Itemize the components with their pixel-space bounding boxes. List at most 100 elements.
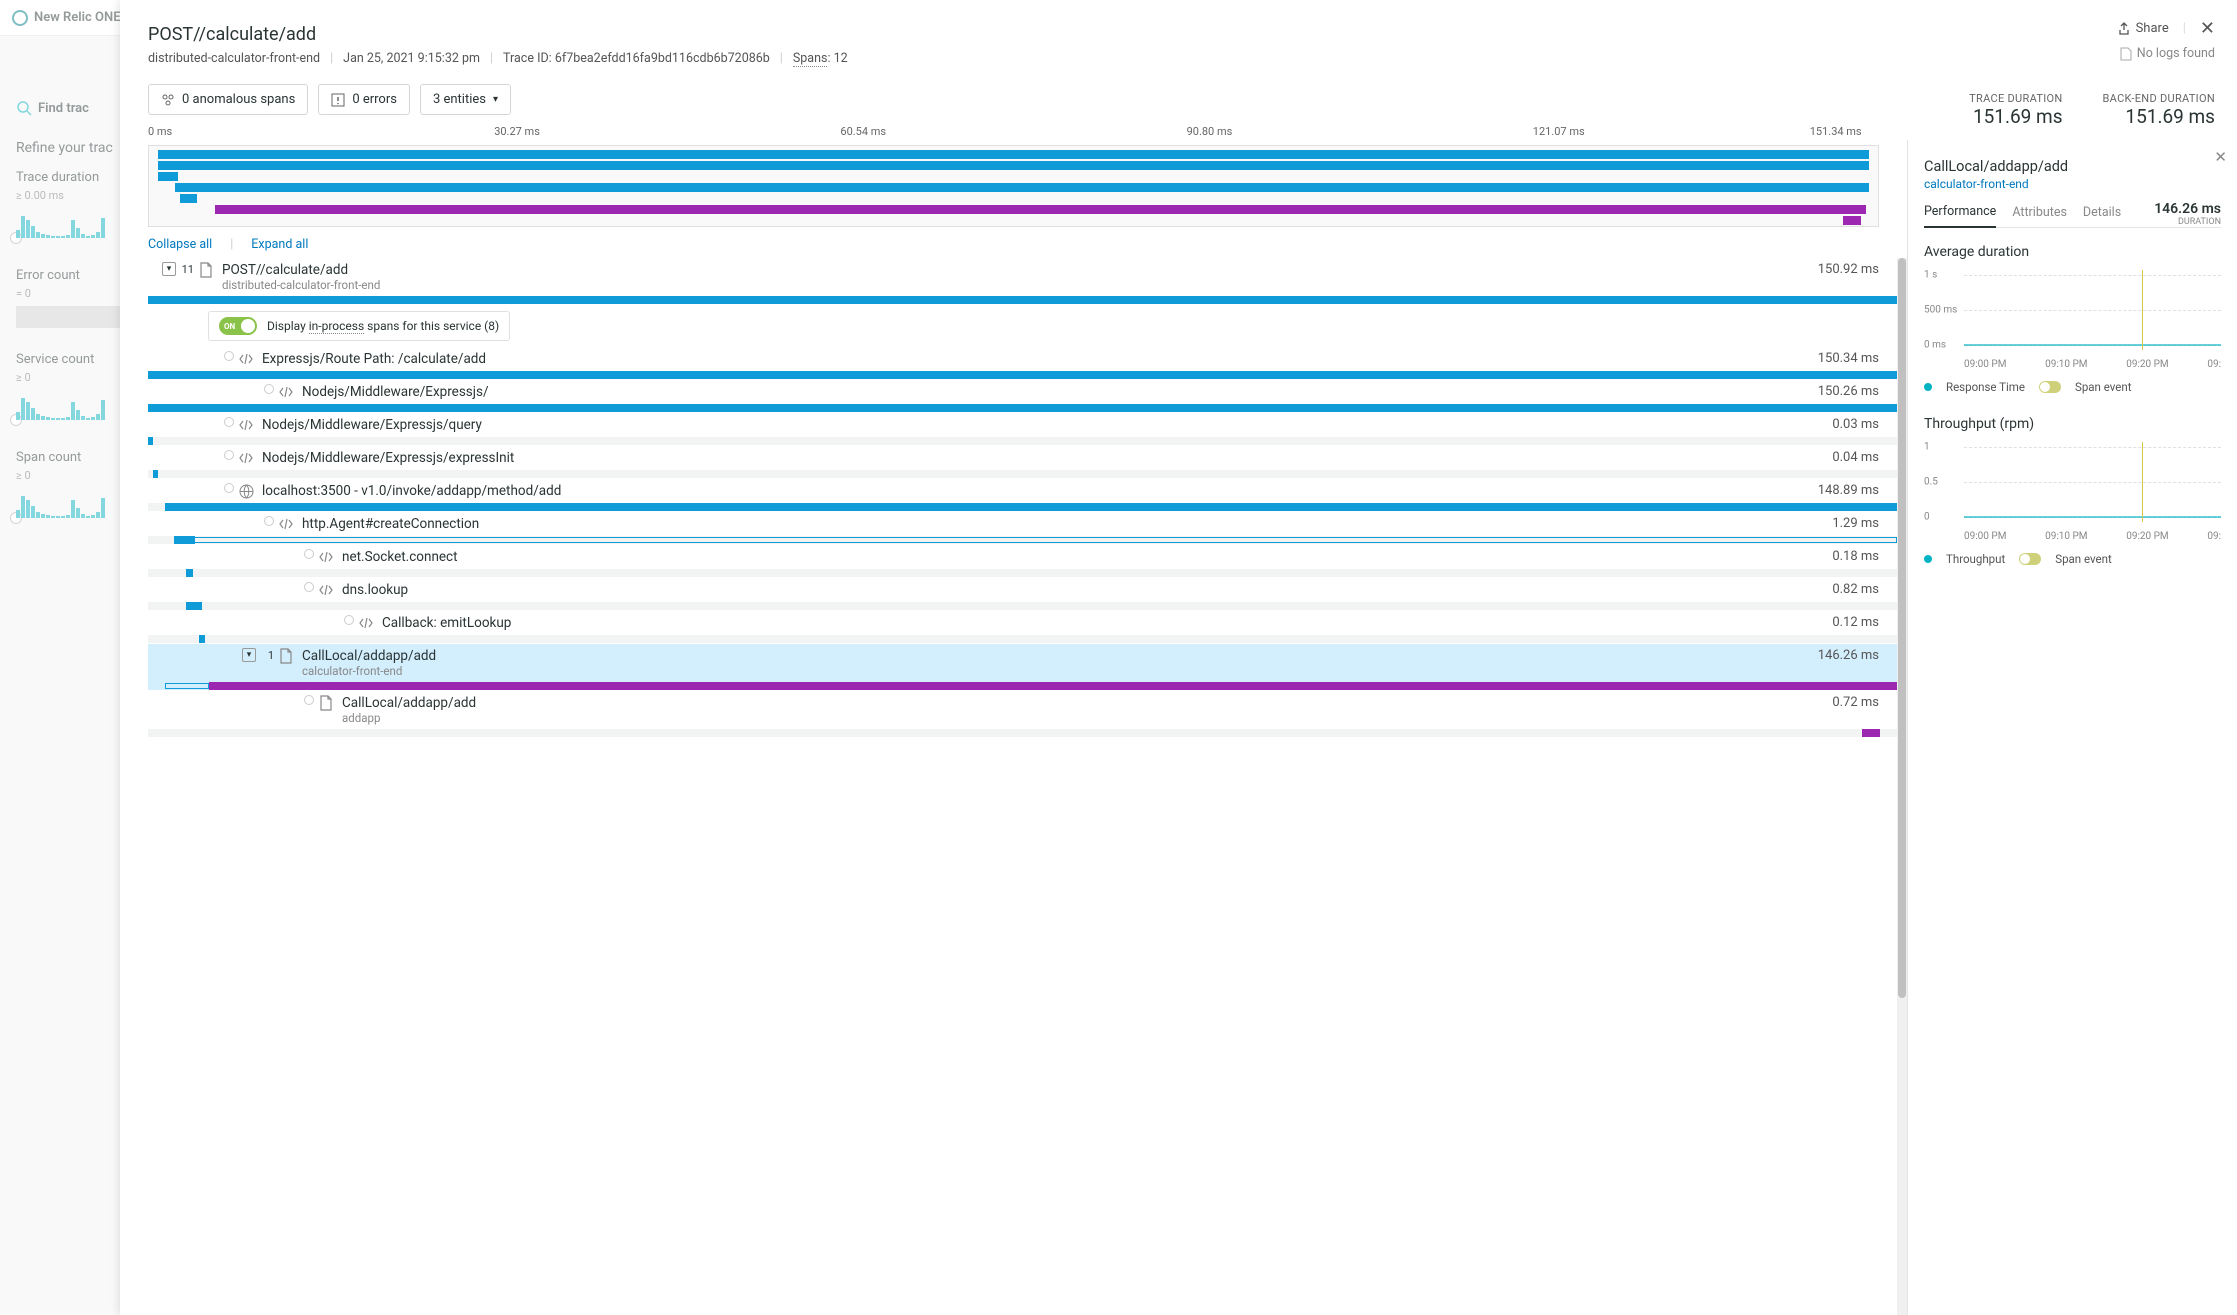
span-event-toggle[interactable]: [2019, 553, 2041, 565]
span-tree[interactable]: ▾11 POST//calculate/add distributed-calc…: [148, 258, 1897, 1315]
chevron-down-icon: ▾: [493, 94, 498, 105]
tab-attributes[interactable]: Attributes: [2012, 205, 2067, 227]
span-duration: 150.34 ms: [1818, 351, 1879, 366]
span-duration: 0.72 ms: [1832, 695, 1879, 710]
span-row[interactable]: CallLocal/addapp/add addapp 0.72 ms: [148, 691, 1897, 729]
anomalous-spans-button[interactable]: 0 anomalous spans: [148, 84, 308, 115]
tab-details[interactable]: Details: [2083, 205, 2121, 227]
child-count: 11: [178, 263, 194, 276]
minimap-bar: [158, 150, 1870, 159]
span-row[interactable]: ▾1 CallLocal/addapp/add calculator-front…: [148, 644, 1897, 682]
code-icon: [318, 549, 334, 565]
span-duration: 150.92 ms: [1818, 262, 1879, 277]
tab-performance[interactable]: Performance: [1924, 204, 1996, 228]
no-logs-notice: No logs found: [2120, 46, 2215, 61]
detail-span-name: CallLocal/addapp/add: [1924, 158, 2221, 175]
duration-summary: TRACE DURATION 151.69 ms BACK-END DURATI…: [1969, 92, 2215, 128]
span-name: Expressjs/Route Path: /calculate/add: [262, 351, 1818, 367]
trace-duration-label: TRACE DURATION: [1969, 92, 2062, 105]
trace-duration-value: 151.69 ms: [1969, 105, 2062, 128]
entities-dropdown[interactable]: 3 entities ▾: [420, 84, 511, 115]
span-name: Nodejs/Middleware/Expressjs/query: [262, 417, 1832, 433]
span-bar-track: [148, 503, 1897, 511]
code-icon: [278, 516, 294, 532]
ruler-tick: 151.34 ms: [1810, 125, 1862, 138]
span-row[interactable]: dns.lookup 0.82 ms: [148, 578, 1897, 602]
span-service: distributed-calculator-front-end: [222, 278, 1818, 292]
doc-icon: [278, 648, 294, 664]
scrollbar-thumb[interactable]: [1898, 258, 1906, 998]
span-name: localhost:3500 - v1.0/invoke/addapp/meth…: [262, 483, 1818, 499]
child-count: 1: [258, 649, 274, 662]
chart-x-axis: 09:00 PM09:10 PM09:20 PM09:: [1964, 359, 2221, 370]
span-bar: [199, 635, 205, 643]
backend-duration-label: BACK-END DURATION: [2103, 92, 2215, 105]
span-bar-track: [148, 371, 1897, 379]
span-node-icon: [264, 384, 274, 394]
trace-main-panel: Share | ✕ No logs found TRACE DURATION 1…: [120, 0, 1907, 1315]
span-row[interactable]: Nodejs/Middleware/Expressjs/query 0.03 m…: [148, 413, 1897, 437]
doc-icon: [198, 262, 214, 278]
span-bar: [186, 569, 193, 577]
span-row[interactable]: Nodejs/Middleware/Expressjs/ 150.26 ms: [148, 380, 1897, 404]
minimap-bar: [158, 161, 1870, 170]
close-detail-button[interactable]: ✕: [2214, 148, 2227, 166]
span-node-icon: [304, 582, 314, 592]
span-node-icon: [224, 483, 234, 493]
spans-label: Spans: [793, 51, 828, 67]
span-row[interactable]: Expressjs/Route Path: /calculate/add 150…: [148, 347, 1897, 371]
span-row[interactable]: http.Agent#createConnection 1.29 ms: [148, 512, 1897, 536]
span-node-icon: [224, 351, 234, 361]
span-row[interactable]: localhost:3500 - v1.0/invoke/addapp/meth…: [148, 479, 1897, 503]
span-row[interactable]: Nodejs/Middleware/Expressjs/expressInit …: [148, 446, 1897, 470]
minimap-bar: [1843, 216, 1860, 225]
errors-button[interactable]: 0 errors: [318, 84, 410, 115]
span-name: Nodejs/Middleware/Expressjs/: [302, 384, 1818, 400]
legend-dot-icon: [1924, 383, 1932, 391]
span-duration: 148.89 ms: [1818, 483, 1879, 498]
chart-marker: [2142, 270, 2143, 350]
span-row[interactable]: Callback: emitLookup 0.12 ms: [148, 611, 1897, 635]
close-modal-button[interactable]: ✕: [2200, 18, 2215, 39]
trace-service: distributed-calculator-front-end: [148, 51, 320, 66]
collapse-all-link[interactable]: Collapse all: [148, 237, 212, 252]
mini-chart[interactable]: 10.50 09:00 PM09:10 PM09:20 PM09:: [1924, 442, 2221, 542]
expand-chevron-icon[interactable]: ▾: [162, 262, 176, 276]
trace-minimap[interactable]: [148, 145, 1879, 227]
span-bar-track: [148, 635, 1897, 643]
code-icon: [278, 384, 294, 400]
chart-block: Throughput (rpm) 10.50 09:00 PM09:10 PM0…: [1924, 416, 2221, 566]
toggle-switch[interactable]: ON: [219, 317, 257, 335]
span-node-icon: [224, 450, 234, 460]
expand-chevron-icon[interactable]: ▾: [242, 648, 256, 662]
doc-icon: [318, 695, 334, 711]
minimap-bar: [175, 183, 1869, 192]
tree-actions: Collapse all | Expand all: [148, 237, 1907, 252]
span-duration: 0.04 ms: [1832, 450, 1879, 465]
scrollbar[interactable]: [1897, 258, 1907, 1315]
share-button[interactable]: Share: [2117, 21, 2169, 36]
span-bar: [165, 503, 1897, 511]
ruler-tick: 0 ms: [148, 125, 172, 138]
span-row[interactable]: ▾11 POST//calculate/add distributed-calc…: [148, 258, 1897, 296]
backend-duration-block: BACK-END DURATION 151.69 ms: [2103, 92, 2215, 128]
expand-all-link[interactable]: Expand all: [251, 237, 308, 252]
error-icon: [331, 93, 345, 107]
span-duration: 1.29 ms: [1832, 516, 1879, 531]
mini-chart[interactable]: 1 s500 ms0 ms 09:00 PM09:10 PM09:20 PM09…: [1924, 270, 2221, 370]
detail-tabs: Performance Attributes Details 146.26 ms…: [1924, 201, 2221, 228]
minimap-bar: [158, 172, 179, 181]
span-bar: [148, 371, 1897, 379]
span-bar: [148, 296, 1897, 304]
span-detail-panel: ✕ CallLocal/addapp/add calculator-front-…: [1907, 140, 2237, 1315]
trace-datetime: Jan 25, 2021 9:15:32 pm: [343, 51, 480, 66]
span-event-toggle[interactable]: [2039, 381, 2061, 393]
legend-dot-icon: [1924, 555, 1932, 563]
code-icon: [358, 615, 374, 631]
anomalous-icon: [161, 93, 175, 107]
in-process-toggle[interactable]: ONDisplay in-process spans for this serv…: [208, 311, 510, 341]
span-row[interactable]: net.Socket.connect 0.18 ms: [148, 545, 1897, 569]
span-bar-track: [148, 437, 1897, 445]
detail-service-link[interactable]: calculator-front-end: [1924, 177, 2221, 191]
span-bar: [148, 437, 153, 445]
